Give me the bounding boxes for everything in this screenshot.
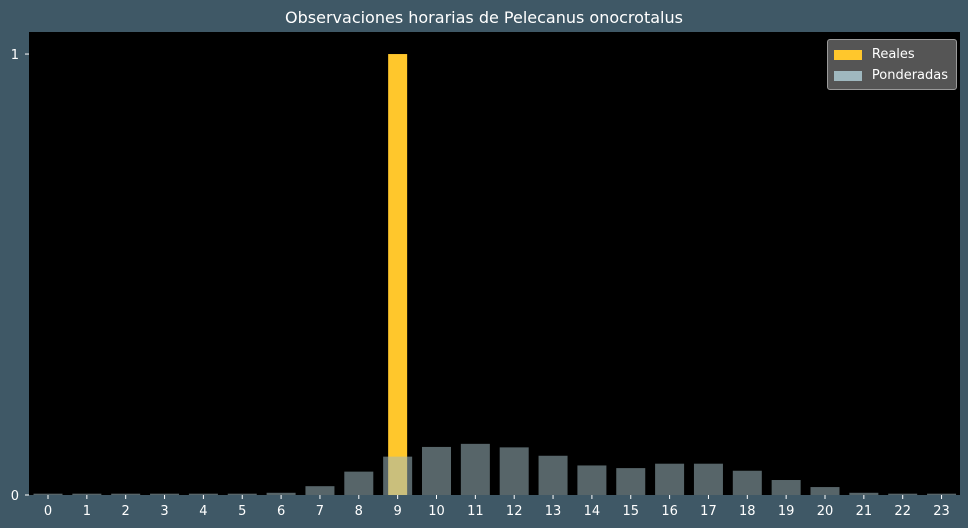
bar-ponderadas-7 — [305, 486, 334, 495]
legend-label-ponderadas: Ponderadas — [872, 68, 948, 83]
bar-ponderadas-16 — [655, 464, 684, 495]
bar-ponderadas-10 — [422, 447, 451, 495]
x-axis-ticks: 0 1 2 3 4 5 6 7 8 9 10 11 12 13 14 15 16 17 18 19 20 21 22 23 — [44, 495, 950, 519]
y-tick-label-1: 1 — [11, 48, 19, 63]
bar-ponderadas-22 — [888, 494, 917, 495]
x-tick-label-8: 8 — [355, 504, 363, 519]
x-tick-label-9: 9 — [394, 504, 402, 519]
bar-reales-9 — [388, 54, 407, 495]
bar-ponderadas-1 — [72, 494, 101, 495]
x-tick-label-17: 17 — [700, 504, 717, 519]
x-tick-label-14: 14 — [584, 504, 601, 519]
bar-ponderadas-0 — [34, 494, 63, 495]
x-tick-label-13: 13 — [545, 504, 562, 519]
x-tick-label-6: 6 — [277, 504, 285, 519]
bar-ponderadas-6 — [267, 493, 296, 495]
x-tick-label-16: 16 — [661, 504, 678, 519]
bar-ponderadas-23 — [927, 494, 956, 495]
bar-ponderadas-9 — [383, 457, 412, 495]
x-tick-label-12: 12 — [506, 504, 523, 519]
x-tick-label-11: 11 — [467, 504, 484, 519]
plot-area — [29, 32, 960, 495]
bar-ponderadas-8 — [344, 472, 373, 495]
legend-label-reales: Reales — [872, 47, 915, 62]
x-tick-label-0: 0 — [44, 504, 52, 519]
x-tick-label-19: 19 — [778, 504, 795, 519]
x-tick-label-1: 1 — [83, 504, 91, 519]
bars-reales-group — [388, 54, 407, 495]
bar-ponderadas-20 — [811, 487, 840, 495]
x-tick-label-21: 21 — [856, 504, 873, 519]
x-tick-label-5: 5 — [238, 504, 246, 519]
legend-item-reales: Reales — [834, 44, 948, 65]
bar-ponderadas-11 — [461, 444, 490, 495]
bar-ponderadas-4 — [189, 494, 218, 495]
legend-item-ponderadas: Ponderadas — [834, 65, 948, 86]
bar-ponderadas-14 — [577, 465, 606, 495]
bar-ponderadas-21 — [849, 493, 878, 495]
bar-ponderadas-5 — [228, 494, 257, 495]
bar-ponderadas-19 — [772, 480, 801, 495]
y-tick-label-0: 0 — [11, 489, 19, 504]
bar-ponderadas-3 — [150, 494, 179, 495]
bar-ponderadas-12 — [500, 447, 529, 495]
legend: Reales Ponderadas — [827, 39, 957, 90]
x-tick-label-10: 10 — [428, 504, 445, 519]
x-tick-label-4: 4 — [199, 504, 207, 519]
y-axis-ticks: 01 — [11, 48, 29, 504]
x-tick-label-23: 23 — [933, 504, 950, 519]
bar-ponderadas-17 — [694, 464, 723, 495]
x-tick-label-18: 18 — [739, 504, 756, 519]
legend-swatch-ponderadas — [834, 71, 862, 81]
x-tick-label-15: 15 — [622, 504, 639, 519]
x-tick-label-3: 3 — [160, 504, 168, 519]
bar-ponderadas-18 — [733, 471, 762, 495]
x-tick-label-2: 2 — [122, 504, 130, 519]
x-tick-label-7: 7 — [316, 504, 324, 519]
bar-ponderadas-2 — [111, 494, 140, 495]
x-tick-label-22: 22 — [894, 504, 911, 519]
x-tick-label-20: 20 — [817, 504, 834, 519]
bar-ponderadas-15 — [616, 468, 645, 495]
bar-ponderadas-13 — [539, 456, 568, 495]
legend-swatch-reales — [834, 50, 862, 60]
